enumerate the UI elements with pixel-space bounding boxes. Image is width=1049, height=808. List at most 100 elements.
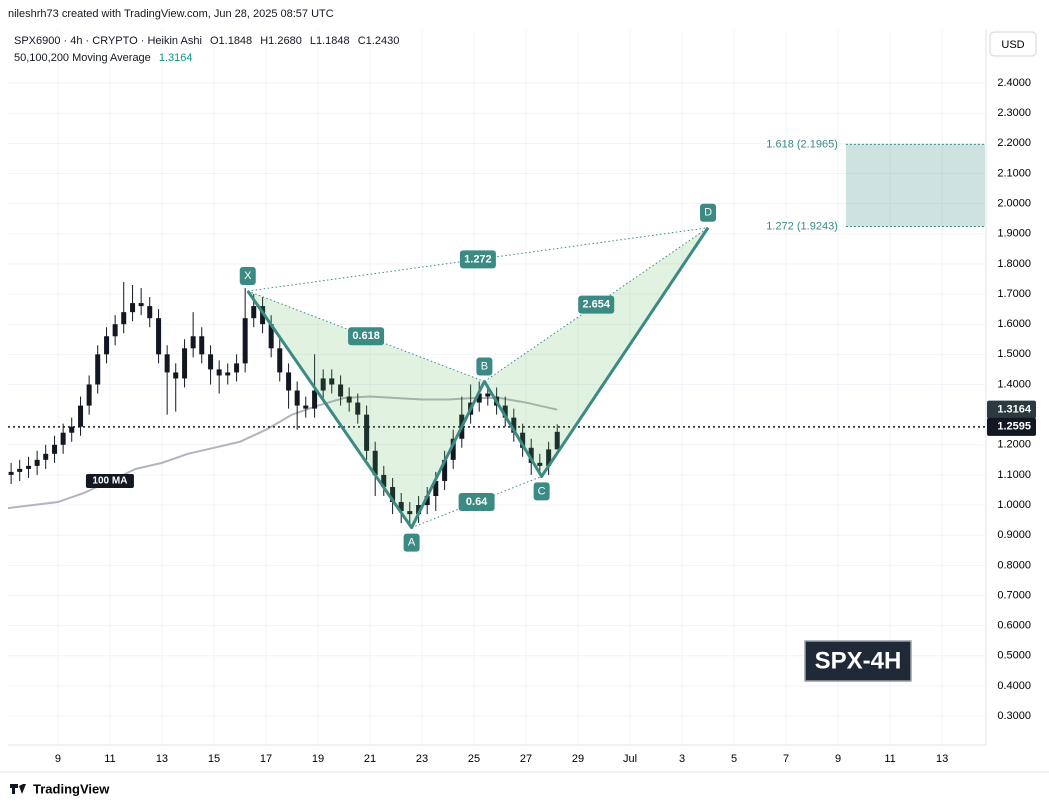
ma-price-tag-box [987, 400, 1036, 419]
ohlc-low: L1.1848 [309, 35, 350, 47]
currency-box[interactable] [989, 31, 1037, 57]
ma-tag-box [85, 473, 134, 488]
candle-body [294, 390, 300, 406]
candle-body [216, 369, 222, 376]
pattern-fill [247, 291, 485, 528]
candle-body [260, 306, 266, 325]
candle-body [69, 426, 75, 433]
x-tick-label: 11 [104, 753, 115, 765]
x-tick-label: 9 [55, 753, 61, 765]
currency: USD [1001, 39, 1024, 51]
candle-body [268, 324, 274, 349]
candle-body [338, 384, 344, 397]
y-tick-label: 1.2000 [997, 439, 1031, 451]
watermark: SPX-4H [815, 647, 902, 674]
x-tick-label: 13 [936, 753, 948, 765]
point-label: B [481, 360, 488, 372]
candle-body [234, 363, 240, 373]
last-price-tag-box [987, 417, 1036, 436]
candle-body [190, 336, 196, 349]
grid [8, 30, 985, 745]
point-label-box [403, 533, 420, 552]
pattern-fill [484, 227, 709, 477]
candle-body [164, 354, 170, 373]
y-tick-label: 0.4000 [997, 680, 1031, 692]
footer-logo [10, 784, 26, 794]
plot: 1.618 (2.1965) 1.272 (1.9243) 100 MA 1.272 0… [7, 138, 985, 552]
candle-body [520, 432, 526, 448]
y-tick-label: 0.5000 [997, 650, 1031, 662]
candle-body [442, 459, 448, 481]
candle-body [320, 378, 326, 391]
point-label: C [538, 485, 546, 497]
candle-body [199, 336, 205, 355]
candle-body [312, 390, 318, 409]
fib-level-label: 1.618 (2.1965) [766, 138, 838, 150]
candle-body [78, 405, 84, 427]
x-tick-label: Jul [623, 753, 637, 765]
x-tick-label: 3 [679, 753, 685, 765]
x-tick-label: 25 [468, 753, 480, 765]
ratio-label-box [578, 295, 615, 314]
candle-body [208, 354, 214, 370]
x-tick-label: 13 [156, 753, 168, 765]
indicator-value: 1.3164 [158, 52, 193, 64]
footer-brand: TradingView [33, 781, 110, 796]
y-tick-label: 0.7000 [997, 589, 1031, 601]
candle-body [511, 417, 517, 433]
x-tick-label: 21 [364, 753, 376, 765]
ratio-line [411, 475, 542, 529]
candle-body [286, 372, 292, 391]
candle-body [546, 449, 552, 466]
x-tick-label: 5 [731, 753, 737, 765]
candle-body [355, 402, 361, 415]
x-tick-label: 15 [208, 753, 220, 765]
candle-body [242, 318, 248, 364]
axes: 9 11 13 15 17 19 21 23 25 27 29 Jul 3 5 7 9 11 13 2.4000 2.… [55, 77, 1036, 765]
ratio-label: 1.272 [464, 253, 492, 265]
point-label: A [408, 537, 416, 549]
candle-body [147, 306, 153, 319]
candle-body [329, 378, 335, 385]
candle-body [485, 393, 491, 397]
candle-body [104, 336, 110, 355]
candle-body [303, 405, 309, 409]
ratio-label: 2.654 [582, 299, 610, 311]
candle-body [346, 396, 352, 403]
last-price-tag: 1.2595 [997, 421, 1031, 433]
candle-body [424, 496, 430, 506]
y-tick-label: 0.8000 [997, 559, 1031, 571]
candle-body [225, 372, 231, 376]
x-tick-label: 9 [835, 753, 841, 765]
candle-body [130, 303, 136, 313]
ohlc-high: H1.2680 [260, 35, 302, 47]
y-tick-label: 1.5000 [997, 348, 1031, 360]
candle-body [60, 432, 66, 445]
y-tick-label: 1.8000 [997, 258, 1031, 270]
point-label-box [476, 357, 493, 376]
pattern-line [246, 226, 710, 530]
ohlc-open: O1.1848 [209, 35, 253, 47]
ratio-label: 0.618 [352, 330, 380, 342]
watermark-box [804, 640, 912, 682]
y-tick-label: 1.4000 [997, 378, 1031, 390]
x-tick-label: 11 [884, 753, 895, 765]
candle-body [390, 486, 396, 503]
y-tick-label: 0.3000 [997, 710, 1031, 722]
candle-body [537, 462, 543, 466]
x-tick-label: 19 [312, 753, 324, 765]
fib-zone [845, 144, 985, 227]
fib-level-label: 1.272 (1.9243) [766, 220, 838, 232]
candle-body [450, 438, 456, 460]
y-tick-label: 1.6000 [997, 318, 1031, 330]
ma-tag: 100 MA [92, 476, 127, 487]
point-label-box [239, 267, 256, 286]
candle-body [26, 465, 32, 469]
credit: nileshrh73 created with TradingView.com,… [8, 8, 334, 20]
y-tick-label: 2.3000 [997, 107, 1031, 119]
y-tick-label: 2.4000 [997, 77, 1031, 89]
indicator-legend: 50,100,200 Moving Average 1.3164 [14, 52, 198, 64]
ma-price-tag: 1.3164 [997, 404, 1032, 416]
